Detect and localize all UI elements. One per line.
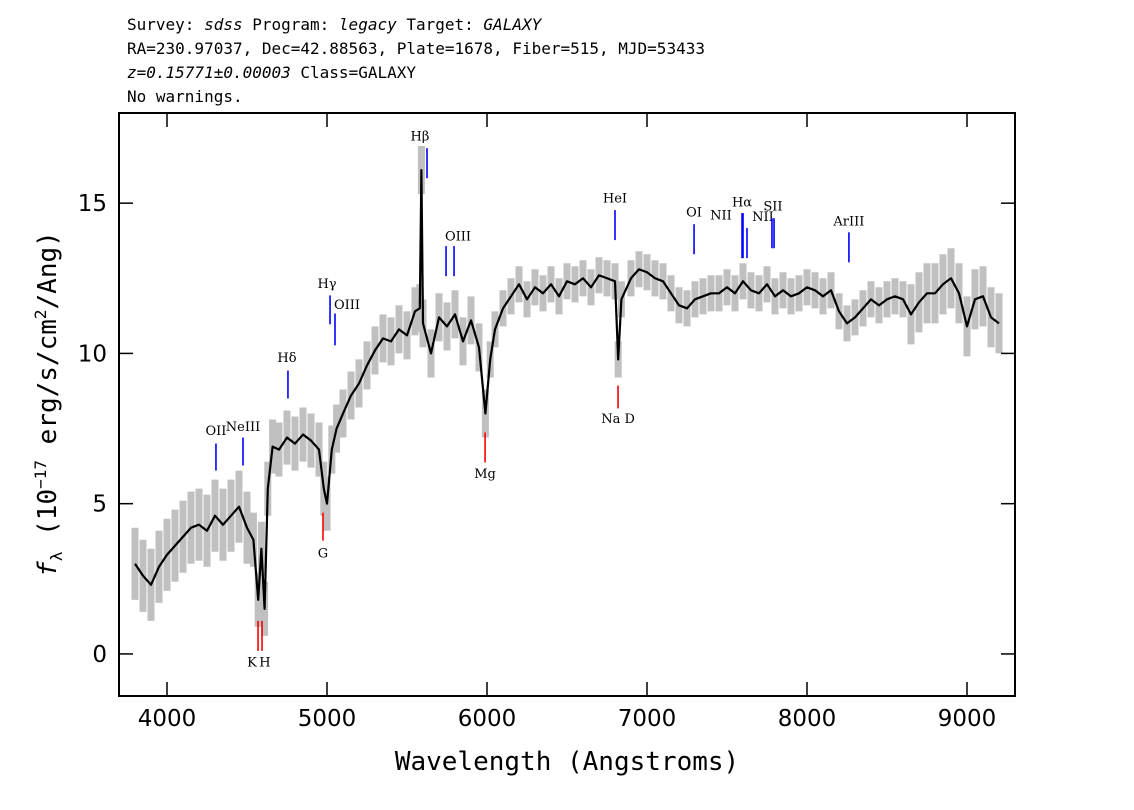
- y-tick-label: 15: [78, 191, 107, 217]
- line-label: OIII: [334, 298, 360, 313]
- header-text: Target:: [397, 15, 484, 34]
- x-tick-label: 9000: [938, 706, 997, 732]
- line-label: NII: [710, 209, 732, 224]
- line-label: Hβ: [411, 130, 430, 145]
- y-axis-label: fλ (10−17 erg/s/cm2/Ang): [31, 231, 66, 577]
- header-text: GALAXY: [483, 15, 542, 34]
- line-label: SII: [763, 200, 782, 215]
- y-label-part: f: [33, 561, 63, 577]
- y-label-part: /Ang): [33, 231, 63, 309]
- header-text: z=0.15771±0.00003: [127, 63, 291, 82]
- line-label: Hα: [732, 196, 752, 211]
- header-text: legacy: [339, 15, 397, 34]
- header-text: sdss: [204, 15, 243, 34]
- header-text: No warnings.: [127, 87, 243, 106]
- header-line: z=0.15771±0.00003 Class=GALAXY: [127, 63, 416, 82]
- y-tick-label: 0: [92, 642, 107, 668]
- line-label: G: [318, 546, 328, 561]
- header-text: Program:: [243, 15, 339, 34]
- header-line: No warnings.: [127, 87, 243, 106]
- spectrum-line: [134, 169, 1000, 610]
- y-label-part: (10: [33, 489, 63, 552]
- line-label: H: [259, 655, 270, 670]
- line-label: Mg: [474, 467, 496, 482]
- line-label: OI: [686, 206, 702, 221]
- line-label: K: [247, 655, 257, 670]
- x-axis-label: Wavelength (Angstroms): [395, 747, 739, 777]
- line-label: OIII: [445, 230, 471, 245]
- header-line: Survey: sdss Program: legacy Target: GAL…: [127, 15, 543, 34]
- x-tick-label: 8000: [778, 706, 837, 732]
- line-label: ArIII: [832, 215, 864, 230]
- header-line: RA=230.97037, Dec=42.88563, Plate=1678, …: [127, 39, 705, 58]
- x-tick-label: 7000: [618, 706, 677, 732]
- y-label-part: λ: [47, 551, 66, 561]
- x-tick-label: 5000: [298, 706, 357, 732]
- y-tick-label: 5: [92, 492, 107, 518]
- y-label-part: erg/s/cm: [33, 319, 63, 460]
- y-label-part: −17: [31, 460, 50, 489]
- line-label: Hγ: [317, 277, 336, 292]
- y-label-part: 2: [31, 309, 50, 319]
- x-tick-label: 4000: [138, 706, 197, 732]
- header-text: Class=GALAXY: [291, 63, 417, 82]
- line-label: OII: [205, 424, 226, 439]
- y-tick-label: 10: [78, 341, 107, 367]
- x-tick-label: 6000: [458, 706, 517, 732]
- plot-frame: [118, 112, 1016, 697]
- line-label: Na D: [601, 412, 635, 427]
- line-label: NII: [752, 210, 774, 225]
- header-text: Survey:: [127, 15, 204, 34]
- line-label: Hδ: [277, 351, 296, 366]
- header-text: RA=230.97037, Dec=42.88563, Plate=1678, …: [127, 39, 705, 58]
- line-label: NeIII: [226, 420, 260, 435]
- line-label: HeI: [603, 192, 627, 207]
